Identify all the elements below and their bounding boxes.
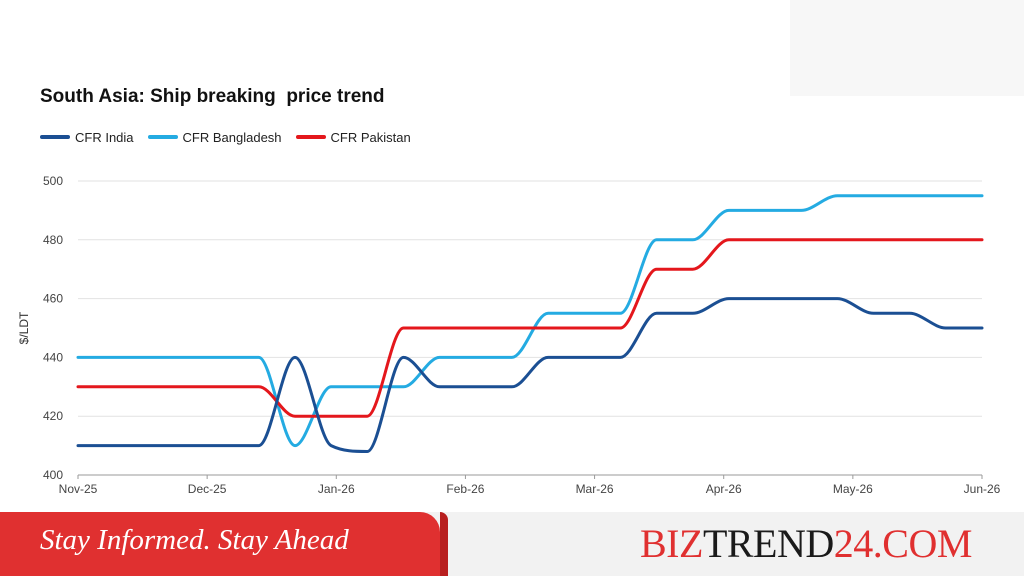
legend-item-cfr-bangladesh: CFR Bangladesh <box>147 129 282 145</box>
legend-label-cfr-bangladesh: CFR Bangladesh <box>182 129 282 145</box>
brand-part-24com: 24.COM <box>833 521 973 566</box>
y-tick-label-460: 460 <box>43 292 63 306</box>
x-tick-label-Apr-26: Apr-26 <box>706 482 742 496</box>
brand-logo: BIZTREND24.COM <box>640 520 972 567</box>
x-tick-label-Nov-25: Nov-25 <box>59 482 98 496</box>
legend-label-cfr-pakistan: CFR Pakistan <box>330 129 411 145</box>
tagline-box: Stay Informed. Stay Ahead <box>0 512 448 576</box>
x-tick-label-May-26: May-26 <box>833 482 873 496</box>
brand-part-biz: BIZ <box>640 521 703 566</box>
brand-part-trend: TREND <box>702 521 834 566</box>
legend-label-cfr-india: CFR India <box>75 129 134 145</box>
tick-labels: 400 420 440 460 480 500 Nov-25 Dec-25 Jan-26 Feb-… <box>17 174 1001 496</box>
footer-banner: Stay Informed. Stay Ahead BIZTREND24.COM <box>0 512 1024 576</box>
y-tick-label-440: 440 <box>43 350 63 364</box>
series-line-cfr-bangladesh <box>76 194 984 448</box>
y-tick-label-400: 400 <box>43 468 63 482</box>
chart-title: South Asia: Ship breaking price trend <box>40 86 385 107</box>
series-line-cfr-india <box>76 297 984 453</box>
y-axis-label: $/LDT <box>17 311 31 344</box>
axes <box>77 475 983 479</box>
series-lines <box>76 194 984 453</box>
x-tick-label-Jan-26: Jan-26 <box>318 482 355 496</box>
x-tick-label-Dec-25: Dec-25 <box>188 482 227 496</box>
y-tick-label-480: 480 <box>43 233 63 247</box>
line-chart: 400 420 440 460 480 500 Nov-25 Dec-25 Jan-26 Feb-… <box>17 174 1001 496</box>
legend-item-cfr-pakistan: CFR Pakistan <box>295 129 411 145</box>
y-tick-label-500: 500 <box>43 174 63 188</box>
x-tick-label-Feb-26: Feb-26 <box>446 482 484 496</box>
chart-legend: CFR India CFR Bangladesh CFR Pakistan <box>40 128 425 146</box>
x-tick-label-Jun-26: Jun-26 <box>964 482 1001 496</box>
series-line-cfr-pakistan <box>76 238 984 418</box>
legend-swatch-cfr-india <box>40 135 70 139</box>
corner-shade <box>790 0 1024 96</box>
legend-swatch-cfr-bangladesh <box>147 135 178 139</box>
x-tick-label-Mar-26: Mar-26 <box>576 482 614 496</box>
y-tick-label-420: 420 <box>43 409 63 423</box>
legend-item-cfr-india: CFR India <box>40 130 134 145</box>
legend-swatch-cfr-pakistan <box>295 135 326 139</box>
tagline-text: Stay Informed. Stay Ahead <box>40 524 349 556</box>
